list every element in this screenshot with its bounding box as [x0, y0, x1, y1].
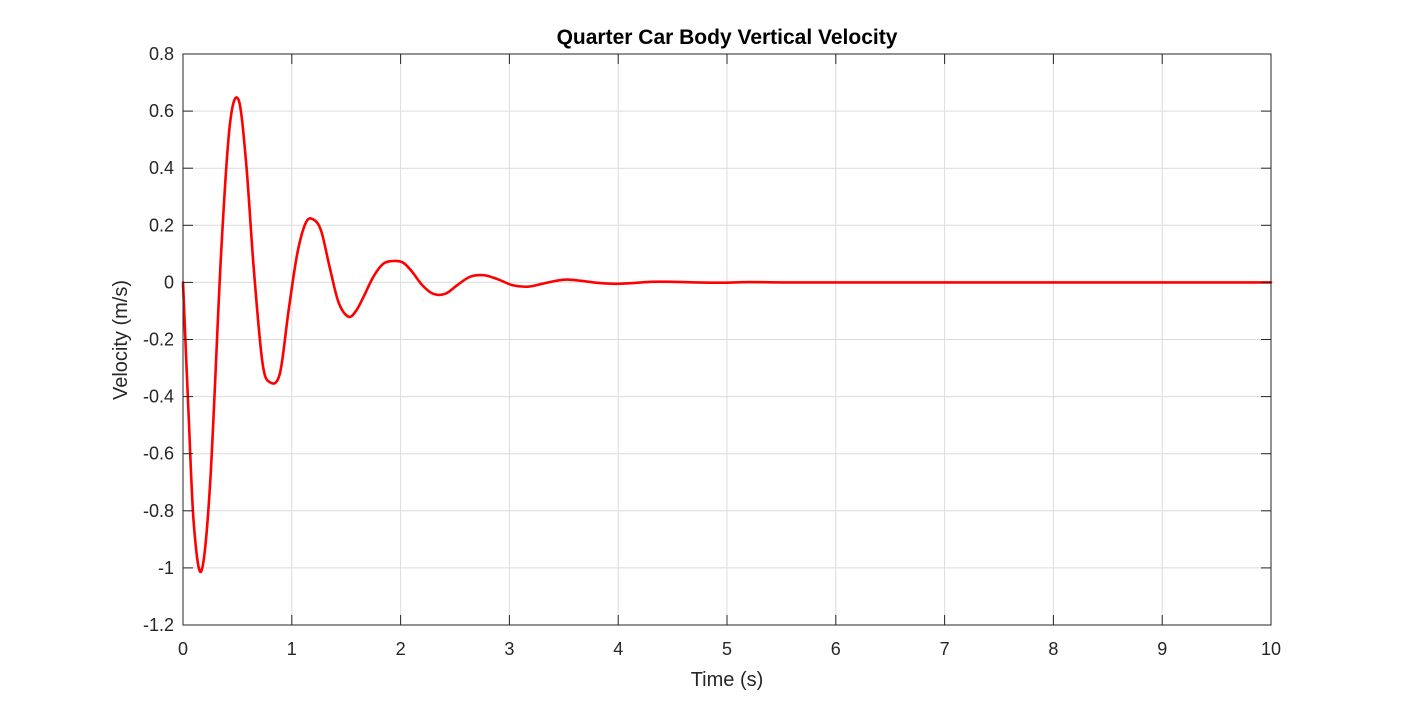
y-tick-label: -0.6 — [143, 444, 174, 464]
x-tick-labels: 0 1 2 3 4 5 6 7 8 9 10 — [178, 639, 1281, 659]
x-tick-label: 5 — [722, 639, 732, 659]
velocity-series-line — [181, 96, 1273, 574]
x-tick-label: 3 — [504, 639, 514, 659]
y-tick-labels: -1.2 -1 -0.8 -0.6 -0.4 -0.2 0 0.2 0.4 0.6 0.8 — [143, 44, 174, 635]
chart-title: Quarter Car Body Vertical Velocity — [557, 26, 898, 49]
y-tick-label: -0.2 — [143, 330, 174, 350]
x-tick-label: 9 — [1157, 639, 1167, 659]
y-tick-label: -1.2 — [143, 615, 174, 635]
x-tick-label: 0 — [178, 639, 188, 659]
y-tick-label: 0.6 — [149, 101, 174, 121]
y-tick-label: -0.8 — [143, 501, 174, 521]
x-axis-label: Time (s) — [691, 669, 764, 691]
x-tick-label: 2 — [396, 639, 406, 659]
x-tick-label: 6 — [831, 639, 841, 659]
x-tick-label: 7 — [940, 639, 950, 659]
series-layer — [181, 96, 1273, 574]
y-tick-label: 0.2 — [149, 215, 174, 235]
x-tick-label: 1 — [287, 639, 297, 659]
y-tick-label: 0.4 — [149, 158, 174, 178]
y-tick-label: -0.4 — [143, 387, 174, 407]
tick-marks — [182, 53, 1272, 626]
y-axis-label: Velocity (m/s) — [110, 280, 132, 400]
y-tick-label: -1 — [158, 558, 174, 578]
y-tick-label: 0.8 — [149, 44, 174, 64]
grid-lines — [183, 54, 1271, 625]
y-tick-label: 0 — [164, 272, 174, 292]
x-tick-label: 10 — [1261, 639, 1281, 659]
x-tick-label: 4 — [613, 639, 623, 659]
x-tick-label: 8 — [1048, 639, 1058, 659]
